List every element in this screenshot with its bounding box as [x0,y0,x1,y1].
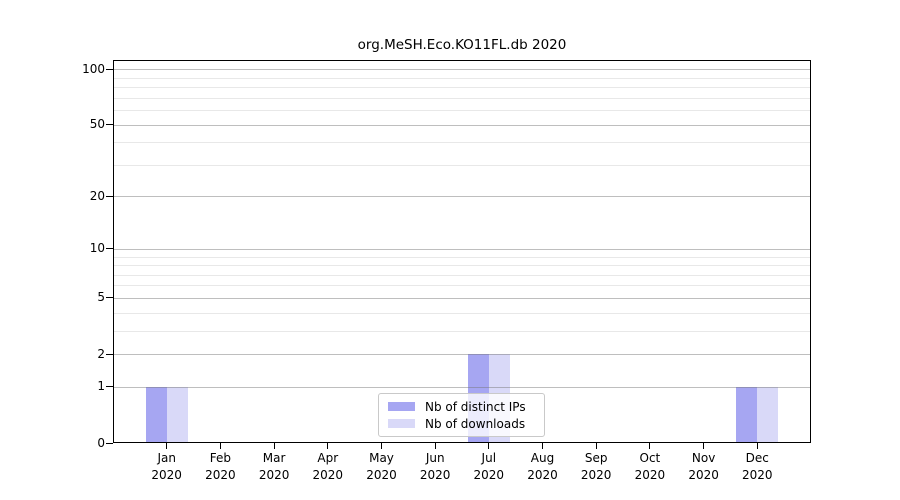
x-tick-mark [649,443,651,449]
x-tick-mark [381,443,382,449]
minor-gridline [113,256,811,258]
y-tick-mark [106,195,113,197]
legend-label: Nb of downloads [425,416,526,431]
x-tick-label: Feb 2020 [205,451,236,482]
legend-label: Nb of distinct IPs [425,399,526,414]
major-gridline [113,248,811,250]
legend-swatch [388,402,415,411]
y-tick-mark [106,297,113,299]
chart-title: org.MeSH.Eco.KO11FL.db 2020 [357,37,567,53]
x-tick-label: Aug 2020 [527,451,558,482]
x-tick-mark [595,443,597,449]
x-tick-label: Sep 2020 [580,451,612,482]
y-tick-label: 10 [89,241,105,256]
bar-distinct-ips [736,386,758,443]
major-gridline [113,196,811,198]
x-tick-mark [327,443,329,449]
minor-gridline [113,312,811,314]
y-tick-label: 50 [89,117,105,131]
x-tick-label: Jul 2020 [473,451,505,482]
y-tick-label: 2 [97,346,105,361]
y-tick-label: 20 [89,188,105,203]
major-gridline [113,124,811,126]
y-tick-label: 5 [97,290,105,305]
x-tick-mark [219,443,221,449]
x-tick-label: Oct 2020 [634,451,666,482]
minor-gridline [113,330,811,332]
x-tick-label: Dec 2020 [742,451,773,482]
x-tick-label: Jun 2020 [419,451,451,482]
y-tick-mark [106,68,113,70]
x-tick-mark [542,443,543,449]
y-tick-label: 100 [82,61,105,76]
minor-gridline [113,265,811,266]
major-gridline [113,354,811,355]
x-tick-mark [273,443,275,449]
bar-distinct-ips [145,386,167,443]
major-gridline [113,69,811,71]
x-tick-label: Jan 2020 [151,451,182,482]
major-gridline [113,297,811,299]
x-tick-mark [434,443,436,449]
x-tick-mark [703,443,705,449]
minor-gridline [113,164,811,166]
y-tick-mark [106,386,113,388]
x-tick-label: Nov 2020 [688,451,719,482]
y-tick-mark [106,353,113,355]
minor-gridline [113,109,811,111]
minor-gridline [113,142,811,144]
bar-downloads [757,386,779,443]
x-tick-label: Mar 2020 [258,451,290,482]
legend-entry: Nb of downloads [388,416,538,432]
minor-gridline [113,274,811,276]
x-tick-mark [756,443,758,449]
y-tick-mark [106,124,113,125]
x-tick-mark [166,443,168,449]
major-gridline [113,386,811,388]
x-tick-label: May 2020 [366,451,397,482]
minor-gridline [113,77,811,79]
legend: Nb of distinct IPs Nb of downloads [378,393,545,437]
y-tick-mark [106,248,113,250]
minor-gridline [113,285,811,287]
x-tick-label: Apr 2020 [312,451,344,482]
minor-gridline [113,87,811,88]
legend-swatch [388,419,415,428]
y-tick-label: 1 [97,379,105,394]
y-tick-label: 0 [97,435,105,450]
minor-gridline [113,97,811,99]
plot-area: 0 1 2 5 10 20 50 100 Jan 2020 Feb 2020 Mar 2020 Apr… [82,60,811,482]
bar-downloads [166,386,188,443]
y-tick-mark [106,442,113,444]
legend-entry: Nb of distinct IPs [388,399,538,415]
x-tick-mark [488,443,490,449]
